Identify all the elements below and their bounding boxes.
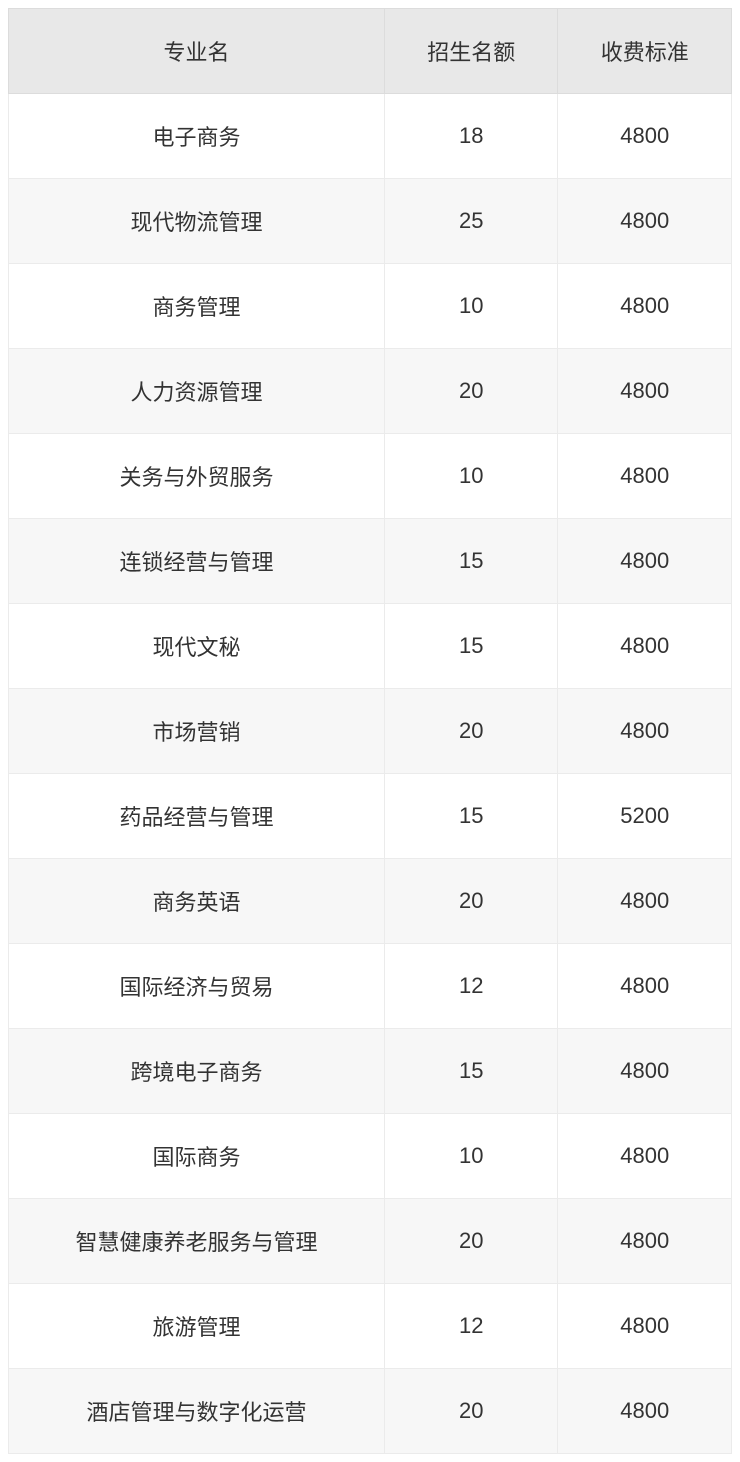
table-row: 现代物流管理 25 4800 bbox=[9, 179, 732, 264]
cell-major: 药品经营与管理 bbox=[9, 774, 385, 859]
table-row: 关务与外贸服务 10 4800 bbox=[9, 434, 732, 519]
cell-quota: 20 bbox=[384, 689, 558, 774]
table-row: 市场营销 20 4800 bbox=[9, 689, 732, 774]
cell-major: 跨境电子商务 bbox=[9, 1029, 385, 1114]
cell-major: 酒店管理与数字化运营 bbox=[9, 1369, 385, 1454]
table-row: 国际经济与贸易 12 4800 bbox=[9, 944, 732, 1029]
cell-major: 国际商务 bbox=[9, 1114, 385, 1199]
cell-major: 关务与外贸服务 bbox=[9, 434, 385, 519]
table-row: 电子商务 18 4800 bbox=[9, 94, 732, 179]
table-row: 国际商务 10 4800 bbox=[9, 1114, 732, 1199]
cell-quota: 20 bbox=[384, 859, 558, 944]
cell-quota: 18 bbox=[384, 94, 558, 179]
cell-fee: 4800 bbox=[558, 1199, 732, 1284]
table-header-row: 专业名 招生名额 收费标准 bbox=[9, 9, 732, 94]
cell-major: 智慧健康养老服务与管理 bbox=[9, 1199, 385, 1284]
cell-fee: 4800 bbox=[558, 179, 732, 264]
cell-quota: 10 bbox=[384, 434, 558, 519]
table-row: 人力资源管理 20 4800 bbox=[9, 349, 732, 434]
cell-major: 商务英语 bbox=[9, 859, 385, 944]
cell-major: 连锁经营与管理 bbox=[9, 519, 385, 604]
cell-major: 商务管理 bbox=[9, 264, 385, 349]
cell-fee: 4800 bbox=[558, 264, 732, 349]
cell-fee: 4800 bbox=[558, 859, 732, 944]
cell-major: 现代物流管理 bbox=[9, 179, 385, 264]
cell-fee: 4800 bbox=[558, 349, 732, 434]
table-row: 旅游管理 12 4800 bbox=[9, 1284, 732, 1369]
table-row: 商务英语 20 4800 bbox=[9, 859, 732, 944]
cell-major: 国际经济与贸易 bbox=[9, 944, 385, 1029]
cell-fee: 4800 bbox=[558, 1369, 732, 1454]
table-row: 酒店管理与数字化运营 20 4800 bbox=[9, 1369, 732, 1454]
cell-fee: 4800 bbox=[558, 944, 732, 1029]
table-body: 电子商务 18 4800 现代物流管理 25 4800 商务管理 10 4800… bbox=[9, 94, 732, 1454]
table-row: 药品经营与管理 15 5200 bbox=[9, 774, 732, 859]
cell-major: 市场营销 bbox=[9, 689, 385, 774]
cell-quota: 15 bbox=[384, 1029, 558, 1114]
column-header-fee: 收费标准 bbox=[558, 9, 732, 94]
cell-quota: 20 bbox=[384, 1369, 558, 1454]
column-header-major: 专业名 bbox=[9, 9, 385, 94]
majors-table: 专业名 招生名额 收费标准 电子商务 18 4800 现代物流管理 25 480… bbox=[8, 8, 732, 1454]
cell-fee: 4800 bbox=[558, 519, 732, 604]
cell-quota: 20 bbox=[384, 1199, 558, 1284]
cell-quota: 12 bbox=[384, 944, 558, 1029]
column-header-quota: 招生名额 bbox=[384, 9, 558, 94]
cell-quota: 12 bbox=[384, 1284, 558, 1369]
cell-quota: 10 bbox=[384, 1114, 558, 1199]
table-row: 智慧健康养老服务与管理 20 4800 bbox=[9, 1199, 732, 1284]
table-row: 现代文秘 15 4800 bbox=[9, 604, 732, 689]
cell-major: 旅游管理 bbox=[9, 1284, 385, 1369]
cell-fee: 4800 bbox=[558, 1284, 732, 1369]
cell-major: 现代文秘 bbox=[9, 604, 385, 689]
cell-quota: 15 bbox=[384, 604, 558, 689]
cell-quota: 10 bbox=[384, 264, 558, 349]
cell-quota: 25 bbox=[384, 179, 558, 264]
cell-quota: 20 bbox=[384, 349, 558, 434]
table-row: 商务管理 10 4800 bbox=[9, 264, 732, 349]
cell-fee: 4800 bbox=[558, 689, 732, 774]
table-row: 连锁经营与管理 15 4800 bbox=[9, 519, 732, 604]
table-header: 专业名 招生名额 收费标准 bbox=[9, 9, 732, 94]
cell-quota: 15 bbox=[384, 519, 558, 604]
cell-fee: 4800 bbox=[558, 1114, 732, 1199]
cell-fee: 5200 bbox=[558, 774, 732, 859]
table-row: 跨境电子商务 15 4800 bbox=[9, 1029, 732, 1114]
cell-major: 人力资源管理 bbox=[9, 349, 385, 434]
cell-fee: 4800 bbox=[558, 434, 732, 519]
cell-quota: 15 bbox=[384, 774, 558, 859]
cell-major: 电子商务 bbox=[9, 94, 385, 179]
cell-fee: 4800 bbox=[558, 604, 732, 689]
cell-fee: 4800 bbox=[558, 94, 732, 179]
cell-fee: 4800 bbox=[558, 1029, 732, 1114]
